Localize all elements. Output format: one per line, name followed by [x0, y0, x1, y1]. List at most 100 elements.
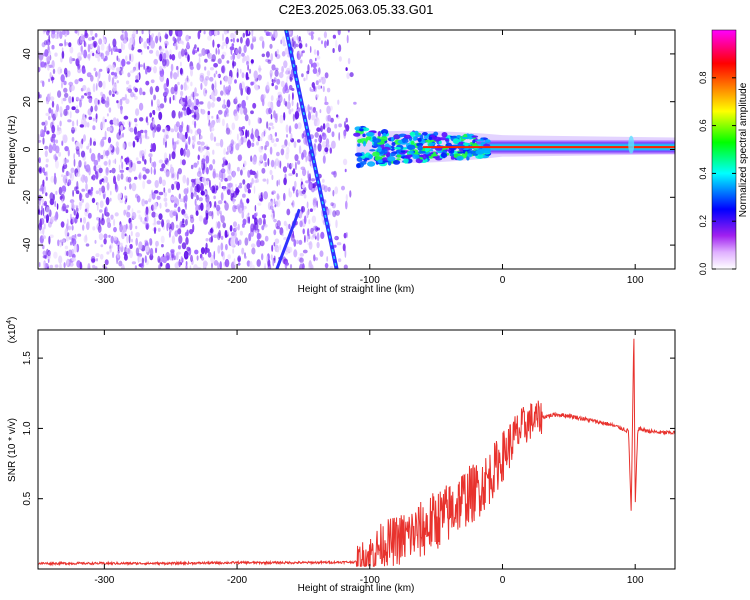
noise-speckle [98, 70, 101, 79]
noise-speckle [114, 72, 117, 77]
noise-speckle [320, 231, 325, 239]
noise-speckle [349, 72, 354, 78]
noise-speckle [109, 243, 114, 249]
noise-speckle [153, 94, 157, 101]
noise-speckle [145, 117, 148, 123]
noise-speckle [226, 189, 231, 196]
noise-speckle [240, 169, 243, 176]
noise-speckle [63, 92, 69, 98]
noise-speckle [234, 113, 239, 121]
noise-speckle [228, 162, 231, 171]
noise-speckle [211, 83, 215, 91]
signal-blob [455, 151, 465, 154]
noise-speckle [312, 197, 318, 204]
noise-speckle [99, 200, 104, 208]
noise-speckle [169, 210, 174, 218]
noise-speckle [323, 31, 327, 39]
noise-speckle [155, 240, 159, 247]
colorbar-label: Normalized spectral amplitude [738, 82, 749, 217]
noise-speckle [269, 146, 273, 155]
noise-speckle [68, 42, 72, 48]
noise-speckle [91, 197, 96, 204]
noise-speckle [283, 192, 286, 202]
noise-speckle [190, 68, 193, 77]
x-tick-label: -200 [227, 575, 247, 586]
noise-speckle [132, 67, 136, 72]
noise-speckle [199, 182, 204, 192]
noise-speckle [38, 262, 41, 268]
noise-speckle [82, 224, 85, 231]
noise-speckle [42, 179, 45, 187]
signal-blob [391, 136, 394, 142]
noise-speckle [318, 79, 322, 83]
noise-speckle [213, 234, 218, 238]
noise-speckle [148, 198, 152, 203]
noise-speckle [200, 141, 205, 146]
noise-speckle [231, 43, 235, 48]
noise-speckle [223, 148, 227, 155]
noise-speckle [306, 210, 309, 219]
noise-speckle [260, 146, 264, 150]
noise-speckle [232, 53, 236, 61]
noise-speckle [220, 242, 224, 251]
noise-speckle [134, 265, 137, 269]
noise-speckle [140, 129, 144, 134]
noise-speckle [200, 247, 205, 255]
noise-speckle [251, 142, 255, 147]
noise-speckle [120, 125, 124, 132]
noise-speckle [205, 167, 209, 175]
noise-speckle [338, 123, 342, 128]
noise-speckle [163, 95, 167, 103]
noise-speckle [225, 122, 229, 132]
noise-speckle [274, 67, 279, 71]
noise-speckle [114, 212, 119, 217]
noise-speckle [345, 67, 348, 71]
colorbar-gradient [711, 29, 737, 270]
noise-speckle [188, 136, 191, 145]
signal-blob [410, 140, 415, 145]
noise-speckle [135, 108, 140, 116]
signal-blob [359, 128, 364, 132]
noise-speckle [187, 98, 192, 108]
noise-speckle [166, 255, 170, 261]
noise-speckle [59, 31, 63, 39]
noise-speckle [59, 120, 62, 127]
noise-speckle [227, 129, 232, 135]
noise-speckle [145, 68, 148, 75]
noise-speckle [344, 249, 347, 258]
noise-speckle [315, 94, 319, 98]
noise-speckle [186, 229, 189, 236]
noise-speckle [210, 235, 213, 243]
noise-speckle [180, 48, 185, 57]
signal-blob [483, 143, 491, 147]
noise-speckle [121, 30, 124, 34]
noise-speckle [38, 139, 42, 143]
noise-speckle [309, 58, 313, 65]
noise-speckle [287, 162, 289, 168]
noise-speckle [75, 146, 80, 152]
noise-speckle [269, 69, 273, 78]
colorbar-tick-label: 0.2 [698, 215, 708, 228]
noise-speckle [96, 201, 99, 211]
noise-speckle [155, 247, 157, 254]
noise-speckle [310, 88, 315, 92]
noise-speckle [241, 247, 245, 255]
noise-speckle [322, 155, 326, 164]
noise-speckle [125, 80, 130, 85]
noise-speckle [74, 186, 78, 192]
noise-speckle [57, 90, 62, 98]
noise-speckle [84, 120, 88, 128]
noise-speckle [93, 159, 99, 166]
noise-speckle [208, 164, 213, 171]
noise-speckle [59, 263, 62, 269]
noise-speckle [183, 109, 188, 116]
noise-speckle [112, 38, 117, 48]
noise-speckle [236, 166, 240, 172]
noise-speckle [48, 115, 51, 121]
noise-speckle [284, 82, 288, 90]
noise-speckle [81, 174, 85, 183]
noise-speckle [289, 264, 293, 269]
noise-speckle [94, 104, 98, 112]
noise-speckle [212, 39, 215, 48]
noise-speckle [233, 221, 237, 228]
